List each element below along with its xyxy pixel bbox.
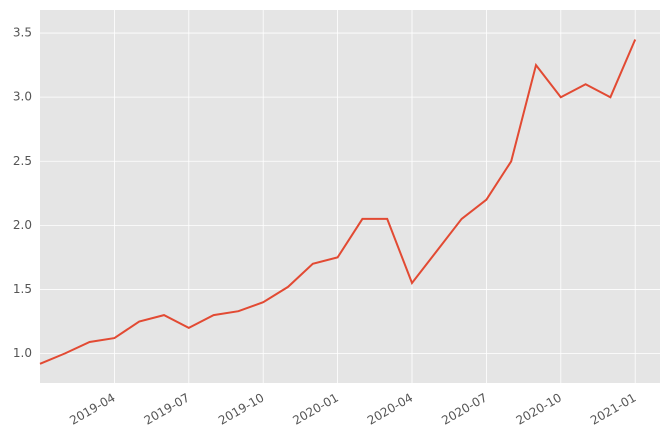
y-tick-label: 3.0 [13, 90, 32, 104]
x-tick-label: 2020-07 [439, 391, 489, 428]
plot-area [40, 10, 660, 383]
x-tick-label: 2019-07 [142, 391, 192, 428]
y-tick-label: 2.0 [13, 218, 32, 232]
x-tick-label: 2020-04 [365, 391, 415, 428]
x-tick-label: 2019-04 [67, 391, 117, 428]
y-tick-label: 3.5 [13, 26, 32, 40]
x-tick-label: 2019-10 [216, 391, 266, 428]
x-tick-label: 2021-01 [588, 391, 638, 428]
y-tick-label: 1.0 [13, 346, 32, 360]
y-tick-label: 1.5 [13, 282, 32, 296]
x-tick-label: 2020-01 [290, 391, 340, 428]
y-tick-label: 2.5 [13, 154, 32, 168]
line [39, 39, 637, 365]
x-tick-label: 2020-10 [514, 391, 564, 428]
